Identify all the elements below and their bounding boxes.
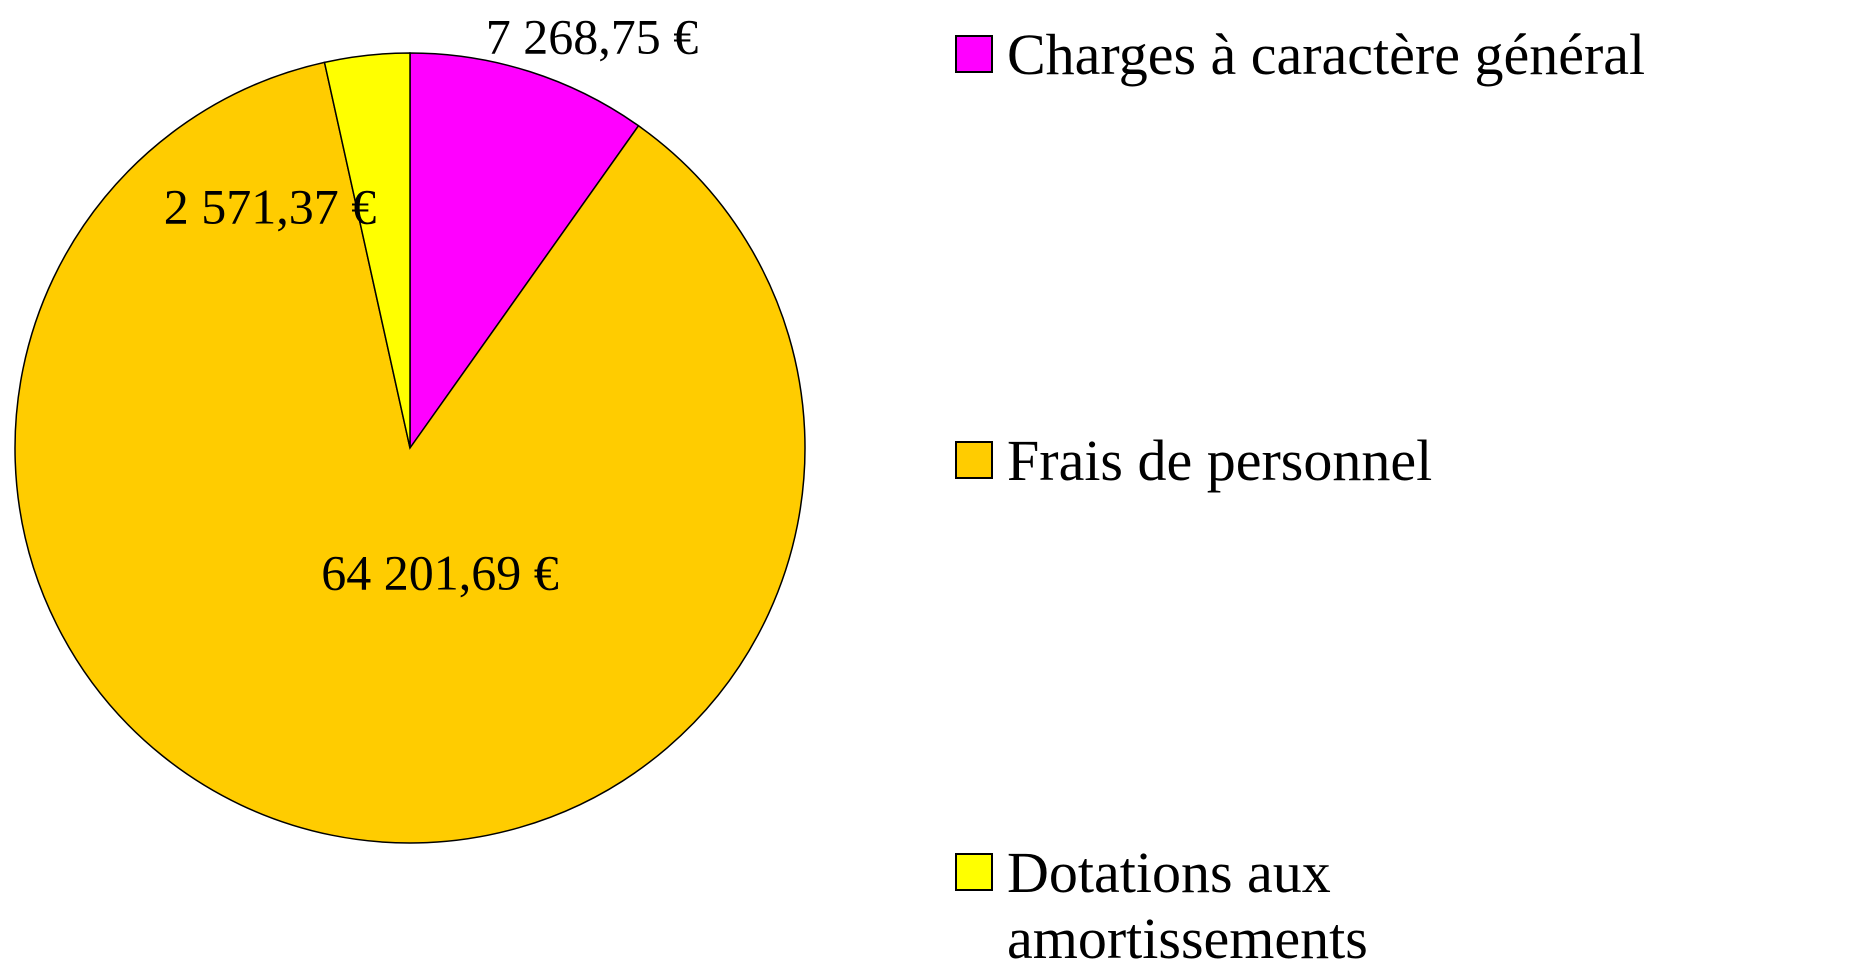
data-label: 7 268,75 € [486,8,699,64]
legend-swatch [955,35,993,73]
pie-slice [409,52,640,451]
legend-label: Dotations aux amortissements [1007,840,1368,971]
legend-label: Charges à caractère général [1007,22,1646,87]
legend-item: Dotations aux amortissements [955,840,1835,972]
pie-slice [14,61,806,844]
data-label: 2 571,37 € [164,178,377,234]
legend-swatch [955,853,993,891]
data-label: 64 201,69 € [321,544,559,600]
legend-label: Frais de personnel [1007,428,1433,493]
legend-item: Charges à caractère général [955,22,1835,88]
legend-item: Frais de personnel [955,428,1835,494]
pie-slice [323,52,411,449]
legend-swatch [955,441,993,479]
